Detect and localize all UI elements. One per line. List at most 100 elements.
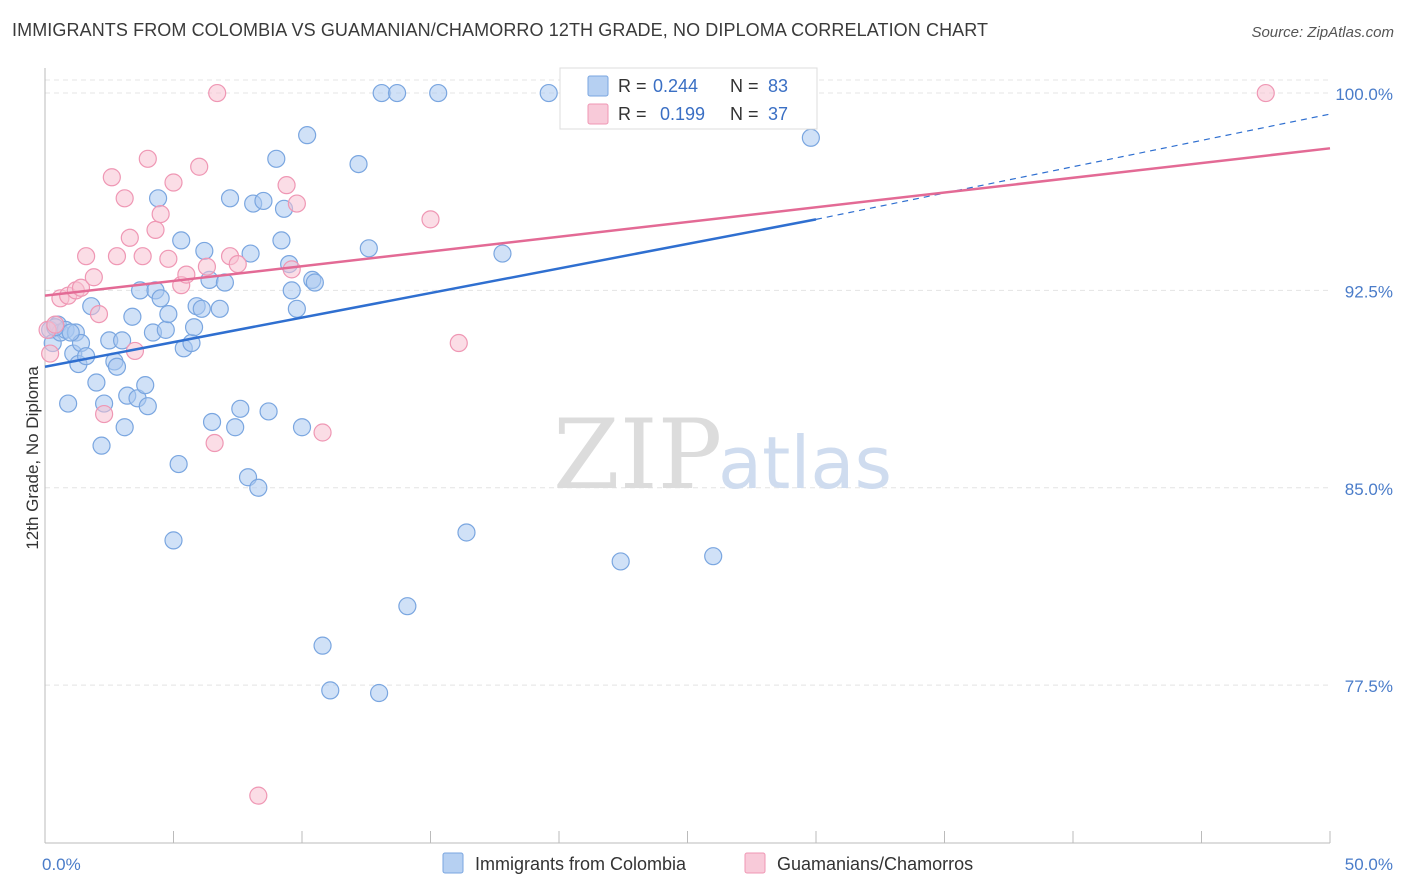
y-tick-labels: 77.5% 85.0% 92.5% 100.0%	[1335, 85, 1393, 696]
point-colombia-5	[59, 394, 78, 413]
point-colombia-37	[184, 318, 204, 337]
trend-lines	[44, 113, 1331, 368]
point-colombia-82	[61, 323, 80, 342]
point-guamanian-8	[84, 268, 103, 287]
legend-n-label-1: N =	[730, 76, 759, 96]
point-colombia-73	[457, 523, 476, 542]
point-guamanian-13	[115, 189, 134, 208]
point-guamanian-37	[1256, 83, 1275, 103]
watermark-atlas: atlas	[718, 421, 892, 505]
series-legend: Immigrants from Colombia Guamanians/Cham…	[442, 852, 973, 874]
point-colombia-58	[282, 281, 301, 300]
point-colombia-65	[321, 681, 340, 700]
point-colombia-72	[429, 83, 448, 103]
point-guamanian-25	[197, 257, 217, 276]
point-colombia-70	[387, 83, 407, 103]
point-colombia-19	[115, 418, 134, 437]
point-colombia-75	[539, 83, 558, 103]
y-tick-label-1: 85.0%	[1345, 480, 1393, 499]
point-guamanian-7	[77, 247, 96, 266]
point-colombia-78	[704, 547, 723, 566]
point-guamanian-36	[449, 333, 468, 353]
legend-swatch-colombia	[587, 75, 609, 97]
point-colombia-67	[359, 239, 378, 258]
legend-n-value-1: 83	[768, 76, 788, 96]
point-colombia-52	[254, 191, 273, 211]
point-guamanian-20	[159, 249, 178, 268]
point-colombia-71	[398, 597, 417, 616]
point-colombia-63	[305, 273, 324, 292]
legend-r-label-1: R =	[618, 76, 647, 96]
legend-swatch-guamanian	[587, 103, 609, 125]
axes	[44, 68, 1331, 844]
point-colombia-45	[220, 189, 240, 208]
point-guamanian-9	[89, 304, 109, 324]
trend-line-guamanian	[44, 147, 1331, 297]
point-colombia-32	[164, 531, 183, 550]
legend-r-label-2: R =	[618, 104, 647, 124]
point-colombia-74	[493, 244, 512, 263]
point-colombia-13	[92, 436, 111, 455]
legend-box: R = 0.244 N = 83 R = 0.199 N = 37	[559, 67, 818, 130]
y-tick-label-0: 77.5%	[1345, 677, 1393, 696]
watermark: ZIP atlas	[553, 399, 892, 511]
x-tick-labels: 0.0% 50.0%	[42, 855, 1393, 874]
point-colombia-69	[372, 83, 391, 103]
point-guamanian-21	[164, 173, 183, 192]
point-guamanian-35	[421, 210, 440, 229]
legend-n-label-2: N =	[730, 104, 759, 124]
point-guamanian-12	[107, 247, 127, 266]
point-colombia-40	[195, 241, 214, 261]
point-colombia-31	[159, 304, 178, 324]
point-colombia-29	[151, 289, 170, 308]
point-colombia-59	[287, 299, 306, 318]
point-colombia-25	[138, 397, 157, 416]
point-guamanian-2	[46, 315, 65, 334]
watermark-zip: ZIP	[553, 399, 722, 511]
point-colombia-46	[226, 418, 245, 437]
series-swatch-guamanian	[744, 852, 766, 874]
y-tick-label-3: 100.0%	[1335, 85, 1393, 104]
legend-r-value-1: 0.244	[653, 76, 698, 96]
point-colombia-53	[259, 402, 278, 421]
point-guamanian-24	[190, 157, 209, 176]
legend-r-value-2: 0.199	[660, 104, 705, 124]
trend-line-colombia	[44, 218, 817, 368]
y-axis-title: 12th Grade, No Diploma	[23, 366, 42, 550]
point-colombia-39	[192, 299, 211, 318]
trend-line-colombia-extension	[815, 113, 1331, 220]
point-colombia-66	[349, 154, 368, 174]
point-guamanian-32	[282, 260, 301, 279]
point-guamanian-33	[287, 194, 306, 213]
point-guamanian-10	[95, 404, 114, 424]
point-guamanian-29	[228, 254, 247, 274]
point-colombia-49	[241, 244, 260, 263]
point-colombia-12	[87, 373, 106, 392]
chart-title: IMMIGRANTS FROM COLOMBIA VS GUAMANIAN/CH…	[12, 20, 989, 40]
point-colombia-54	[267, 149, 286, 168]
point-guamanian-27	[208, 83, 227, 103]
point-colombia-47	[231, 399, 250, 418]
point-guamanian-19	[151, 204, 170, 224]
point-colombia-60	[292, 418, 312, 437]
point-colombia-17	[107, 357, 127, 376]
point-colombia-21	[123, 307, 142, 326]
series-label-colombia: Immigrants from Colombia	[475, 854, 687, 874]
point-colombia-64	[313, 636, 332, 655]
point-guamanian-26	[205, 433, 224, 453]
point-colombia-18	[112, 331, 132, 350]
point-colombia-30	[156, 320, 175, 339]
point-colombia-33	[169, 454, 188, 474]
source-label: Source: ZipAtlas.com	[1251, 24, 1394, 41]
point-colombia-24	[136, 376, 155, 395]
point-guamanian-17	[138, 149, 157, 168]
point-colombia-61	[298, 126, 317, 145]
point-colombia-80	[801, 128, 820, 147]
point-colombia-42	[202, 412, 222, 432]
point-guamanian-16	[133, 247, 152, 266]
point-guamanian-11	[102, 168, 121, 187]
series-swatch-colombia	[442, 852, 464, 874]
point-colombia-10	[77, 347, 96, 366]
point-colombia-34	[172, 231, 191, 250]
